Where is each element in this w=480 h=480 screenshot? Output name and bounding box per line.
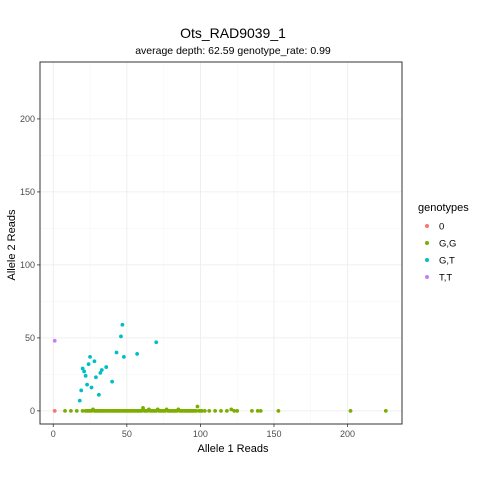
data-point xyxy=(121,354,126,359)
data-point xyxy=(86,362,91,367)
legend-label: 0 xyxy=(439,222,444,233)
data-point xyxy=(80,408,85,413)
data-point xyxy=(89,385,94,390)
data-point xyxy=(258,408,263,413)
series-TT-points xyxy=(52,338,57,343)
data-point xyxy=(80,366,85,371)
y-axis-title: Allele 2 Reads xyxy=(6,209,18,280)
data-point xyxy=(119,334,123,339)
data-point xyxy=(229,407,234,412)
legend-label: G,T xyxy=(439,256,455,267)
data-point xyxy=(154,340,159,345)
data-point xyxy=(104,365,109,369)
y-tick-label: 150 xyxy=(20,187,35,197)
data-point xyxy=(88,354,92,359)
legend-title: genotypes xyxy=(418,202,469,214)
data-point xyxy=(63,408,67,413)
data-point xyxy=(74,408,79,413)
data-point xyxy=(348,408,353,413)
data-point xyxy=(235,408,240,413)
data-point xyxy=(141,406,145,410)
y-tick-label: 100 xyxy=(20,260,35,270)
data-point xyxy=(79,388,84,393)
data-point xyxy=(199,408,204,413)
data-point xyxy=(139,408,144,413)
data-point xyxy=(276,408,281,413)
data-point xyxy=(207,408,212,413)
data-point xyxy=(194,408,198,413)
data-point xyxy=(92,359,97,364)
x-tick-label: 100 xyxy=(193,429,208,439)
data-point xyxy=(85,382,89,387)
legend-label: G,G xyxy=(439,239,456,250)
legend-key xyxy=(425,224,429,228)
chart-subtitle: average depth: 62.59 genotype_rate: 0.99 xyxy=(135,45,331,57)
data-point xyxy=(213,408,218,413)
x-tick-label: 200 xyxy=(340,429,355,439)
data-point xyxy=(82,369,87,374)
data-point xyxy=(135,352,140,356)
panel-border xyxy=(39,61,403,425)
data-point xyxy=(69,408,73,413)
data-point xyxy=(96,392,101,397)
plot-panel: 0 50 100 150 200 0 50 100 150 200 xyxy=(20,61,403,439)
x-tick-label: 0 xyxy=(51,429,56,439)
data-point xyxy=(195,404,200,409)
data-point xyxy=(224,408,229,413)
data-point xyxy=(77,398,82,403)
data-point xyxy=(52,408,57,413)
data-point xyxy=(52,338,57,343)
data-point xyxy=(99,368,104,372)
legend: genotypes 0 G,G G,T T,T xyxy=(418,202,469,284)
x-tick-label: 50 xyxy=(122,429,132,439)
data-point xyxy=(83,373,88,378)
legend-key xyxy=(425,258,429,262)
data-point xyxy=(232,408,237,413)
series-GT-points xyxy=(77,322,159,403)
data-point xyxy=(255,408,260,413)
y-tick-label: 200 xyxy=(20,114,35,124)
data-point xyxy=(250,408,254,413)
data-point xyxy=(383,408,388,413)
legend-label: T,T xyxy=(439,273,452,284)
series-GG-points xyxy=(63,404,388,413)
data-point xyxy=(114,350,119,355)
data-point xyxy=(98,371,103,375)
series-0-points xyxy=(52,408,57,413)
x-axis-title: Allele 1 Reads xyxy=(198,443,269,455)
data-point xyxy=(110,379,115,384)
x-tick-label: 150 xyxy=(266,429,281,439)
data-point xyxy=(94,375,98,380)
legend-key xyxy=(425,241,429,245)
y-tick-label: 0 xyxy=(30,406,35,416)
data-point xyxy=(219,408,223,413)
data-point xyxy=(120,322,125,327)
data-point xyxy=(202,408,207,413)
chart-title: Ots_RAD9039_1 xyxy=(180,25,286,41)
legend-key xyxy=(425,275,429,279)
y-tick-label: 50 xyxy=(25,333,35,343)
